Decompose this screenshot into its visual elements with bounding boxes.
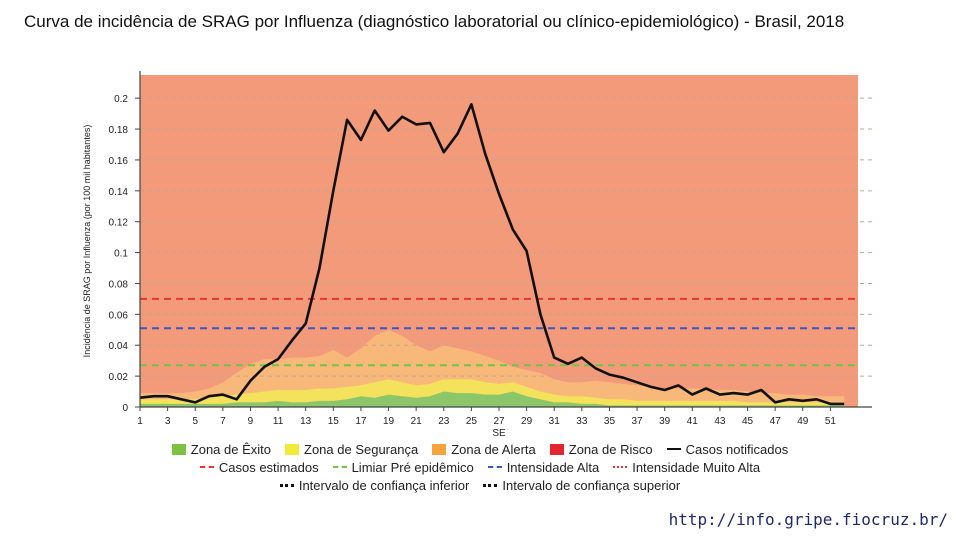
y-tick-label: 0.06 xyxy=(109,310,129,321)
legend-label: Zona de Êxito xyxy=(190,441,271,457)
x-tick-label: 5 xyxy=(192,416,198,427)
legend-label: Intensidade Muito Alta xyxy=(632,459,761,475)
legend-line-ic-superior xyxy=(483,483,498,487)
legend-line-casos-estimados xyxy=(199,466,214,468)
x-tick-label: 45 xyxy=(742,416,754,427)
legend-label: Casos estimados xyxy=(218,459,319,475)
legend-label: Zona de Risco xyxy=(568,441,653,457)
x-tick-label: 35 xyxy=(604,416,616,427)
y-tick-label: 0.12 xyxy=(109,218,129,229)
x-tick-label: 7 xyxy=(220,416,226,427)
x-tick-label: 51 xyxy=(825,416,837,427)
y-tick-label: 0.1 xyxy=(114,249,128,260)
legend-line-intensidade-alta xyxy=(487,466,502,468)
legend-item-casos-notificados[interactable]: Casos notificados xyxy=(666,441,789,457)
y-tick-label: 0.14 xyxy=(109,187,129,198)
legend-label: Intervalo de confiança superior xyxy=(502,477,681,493)
legend-swatch-zona-seguranca xyxy=(285,443,299,455)
zone-risco-area xyxy=(140,75,858,407)
x-tick-label: 23 xyxy=(438,416,450,427)
legend-item-ic-superior[interactable]: Intervalo de confiança superior xyxy=(483,478,680,493)
x-tick-label: 49 xyxy=(797,416,809,427)
legend-row-1: Zona de Êxito Zona de Segurança Zona de … xyxy=(100,440,860,458)
legend-item-intensidade-muito-alta[interactable]: Intensidade Muito Alta xyxy=(613,460,760,475)
legend-swatch-zona-risco xyxy=(549,443,564,455)
legend-item-zona-seguranca[interactable]: Zona de Segurança xyxy=(285,442,418,457)
x-tick-label: 19 xyxy=(383,416,395,427)
zone-area-2 xyxy=(140,329,845,407)
legend-item-casos-estimados[interactable]: Casos estimados xyxy=(199,459,319,475)
x-tick-label: 41 xyxy=(687,416,699,427)
legend: Zona de Êxito Zona de Segurança Zona de … xyxy=(100,440,860,494)
y-tick-label: 0.02 xyxy=(109,372,129,383)
x-tick-label: 27 xyxy=(493,416,505,427)
legend-line-casos-notificados xyxy=(666,448,681,450)
x-tick-label: 9 xyxy=(248,416,254,427)
x-tick-label: 13 xyxy=(300,416,312,427)
legend-line-ic-inferior xyxy=(279,483,294,487)
x-tick-label: 25 xyxy=(466,416,478,427)
y-tick-label: 0.2 xyxy=(114,94,128,105)
legend-swatch-zona-alerta xyxy=(432,443,447,455)
legend-item-intensidade-alta[interactable]: Intensidade Alta xyxy=(487,459,600,475)
x-tick-label: 31 xyxy=(549,416,561,427)
y-axis-label: Incidência de SRAG por Influenza (por 10… xyxy=(82,125,92,358)
x-tick-label: 11 xyxy=(273,416,284,427)
legend-row-3: Intervalo de confiança inferior Interval… xyxy=(100,476,860,494)
x-tick-label: 37 xyxy=(632,416,644,427)
zone-area-1 xyxy=(140,379,845,407)
legend-label: Casos notificados xyxy=(685,441,789,457)
y-tick-label: 0.04 xyxy=(109,341,129,352)
legend-row-2: Casos estimados Limiar Pré epidêmico Int… xyxy=(100,458,860,476)
y-tick-label: 0.16 xyxy=(109,156,129,167)
legend-swatch-zona-exito xyxy=(171,443,186,455)
legend-item-ic-inferior[interactable]: Intervalo de confiança inferior xyxy=(279,477,470,493)
series-line-casos-notificados xyxy=(139,103,845,406)
x-tick-label: 15 xyxy=(328,416,340,427)
x-tick-label: 1 xyxy=(137,416,143,427)
x-tick-label: 3 xyxy=(165,416,171,427)
x-tick-label: 21 xyxy=(411,416,423,427)
legend-label: Zona de Segurança xyxy=(304,441,419,457)
y-tick-label: 0 xyxy=(122,403,128,414)
x-tick-label: 33 xyxy=(576,416,588,427)
x-tick-label: 43 xyxy=(714,416,726,427)
page-title: Curva de incidência de SRAG por Influenz… xyxy=(24,12,845,31)
legend-line-limiar-pre-epidemico xyxy=(332,466,347,468)
x-tick-label: 39 xyxy=(659,416,671,427)
legend-label: Zona de Alerta xyxy=(451,441,536,457)
x-tick-label: 17 xyxy=(355,416,367,427)
y-tick-label: 0.18 xyxy=(109,125,129,136)
legend-label: Intensidade Alta xyxy=(506,459,600,475)
x-axis-label: SE xyxy=(492,428,506,439)
legend-label: Intervalo de confiança inferior xyxy=(298,477,470,493)
zone-area-0 xyxy=(140,391,845,407)
legend-item-zona-risco[interactable]: Zona de Risco xyxy=(549,441,653,457)
legend-line-intensidade-muito-alta xyxy=(613,466,628,468)
legend-label: Limiar Pré epidêmico xyxy=(351,459,474,475)
legend-item-zona-exito[interactable]: Zona de Êxito xyxy=(171,441,271,457)
y-tick-label: 0.08 xyxy=(109,279,129,290)
legend-item-zona-alerta[interactable]: Zona de Alerta xyxy=(432,442,536,457)
x-tick-label: 47 xyxy=(770,416,782,427)
x-tick-label: 29 xyxy=(521,416,533,427)
legend-item-limiar-pre-epidemico[interactable]: Limiar Pré epidêmico xyxy=(332,459,474,475)
source-link[interactable]: http://info.gripe.fiocruz.br/ xyxy=(668,510,948,529)
